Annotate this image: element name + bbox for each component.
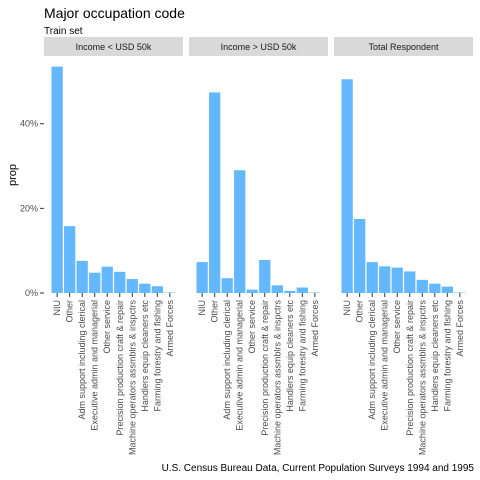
y-axis-title: prop (7, 164, 19, 186)
x-tick-label: Precision production craft & repair (115, 300, 125, 436)
x-tick-label: Machine operators assmblrs & inspctrs (127, 300, 137, 456)
bar-other (354, 218, 366, 293)
x-tick-label: Farming forestry and fishing (442, 300, 452, 412)
chart-subtitle: Train set (44, 26, 83, 37)
x-tick-label: Handlers equip cleaners etc (430, 300, 440, 412)
bar-armed-forces (309, 292, 321, 293)
x-tick-label: Armed Forces (165, 300, 175, 357)
bar-adm-support-including-clerical (366, 262, 378, 293)
bar-other (64, 226, 76, 293)
y-tick-label: 20% (20, 203, 38, 213)
facet-strip (334, 37, 473, 56)
chart-title: Major occupation code (44, 5, 185, 21)
bar-other-service (391, 267, 403, 293)
x-tick-label: Machine operators assmblrs & inspctrs (417, 300, 427, 456)
facet-strip (189, 37, 328, 56)
bar-machine-operators-assmblrs-inspctrs (126, 279, 138, 293)
x-tick-label: Executive admin and managerial (380, 300, 390, 431)
x-tick-label: Armed Forces (455, 300, 465, 357)
chart-caption: U.S. Census Bureau Data, Current Populat… (162, 463, 475, 474)
x-tick-label: Other (65, 300, 75, 323)
x-tick-label: Farming forestry and fishing (297, 300, 307, 412)
bar-executive-admin-and-managerial (379, 266, 391, 293)
x-tick-label: Other (355, 300, 365, 323)
x-tick-label: Precision production craft & repair (260, 300, 270, 436)
bar-machine-operators-assmblrs-inspctrs (416, 279, 428, 293)
x-tick-label: NIU (342, 300, 352, 316)
x-tick-label: Other (210, 300, 220, 323)
bar-handlers-equip-cleaners-etc (139, 283, 151, 293)
bar-armed-forces (454, 292, 466, 293)
y-axis: 0% 20% 40% (20, 119, 44, 298)
bar-machine-operators-assmblrs-inspctrs (271, 285, 283, 293)
x-tick-label: Other service (247, 300, 257, 354)
bar-handlers-equip-cleaners-etc (429, 283, 441, 293)
x-tick-label: Adm support including clerical (222, 300, 232, 420)
x-tick-label: Machine operators assmblrs & inspctrs (272, 300, 282, 456)
facet-panel-income-usd-50k: Income > USD 50k NIU Other Adm support incl… (189, 37, 328, 455)
x-tick-label: Farming forestry and fishing (152, 300, 162, 412)
bar-executive-admin-and-managerial (89, 272, 101, 293)
x-tick-label: Handlers equip cleaners etc (285, 300, 295, 412)
facet-strip-label: Income > USD 50k (221, 42, 297, 52)
x-tick-label: Adm support including clerical (367, 300, 377, 420)
bar-handlers-equip-cleaners-etc (284, 290, 296, 293)
bar-precision-production-craft-repair (114, 271, 126, 293)
facet-panel-income-usd-50k: Income < USD 50k NIU Other Adm support incl… (44, 37, 183, 455)
facet-strip (44, 37, 183, 56)
bar-niu (341, 79, 353, 293)
x-tick-label: Armed Forces (310, 300, 320, 357)
x-tick-label: Other service (392, 300, 402, 354)
bar-farming-forestry-and-fishing (151, 286, 163, 293)
x-tick-label: Other service (102, 300, 112, 354)
x-tick-label: NIU (52, 300, 62, 316)
y-tick-label: 0% (25, 288, 38, 298)
facet-panel-total-respondent: Total Respondent NIU Other Adm support incl… (334, 37, 473, 455)
bar-adm-support-including-clerical (76, 260, 88, 293)
x-tick-label: Executive admin and managerial (235, 300, 245, 431)
x-tick-label: Executive admin and managerial (90, 300, 100, 431)
x-tick-label: NIU (197, 300, 207, 316)
bar-executive-admin-and-managerial (234, 170, 246, 293)
bar-other-service (101, 266, 113, 293)
bar-farming-forestry-and-fishing (441, 286, 453, 293)
bar-farming-forestry-and-fishing (296, 287, 308, 293)
x-tick-label: Handlers equip cleaners etc (140, 300, 150, 412)
bar-other-service (246, 289, 258, 293)
bar-armed-forces (164, 292, 176, 293)
bar-niu (196, 262, 208, 293)
bar-other (209, 92, 221, 294)
x-tick-label: Precision production craft & repair (405, 300, 415, 436)
bar-niu (51, 66, 63, 294)
bar-precision-production-craft-repair (259, 259, 271, 293)
facet-strip-label: Total Respondent (368, 42, 439, 52)
facet-strip-label: Income < USD 50k (76, 42, 152, 52)
x-tick-label: Adm support including clerical (77, 300, 87, 420)
bar-adm-support-including-clerical (221, 278, 233, 293)
y-tick-label: 40% (20, 119, 38, 129)
bar-precision-production-craft-repair (404, 271, 416, 293)
